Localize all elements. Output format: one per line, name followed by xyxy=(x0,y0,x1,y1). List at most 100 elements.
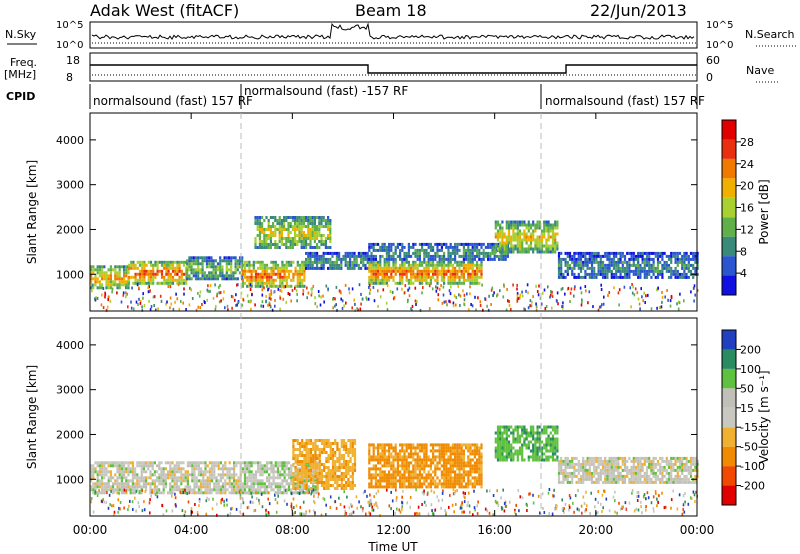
heatmap-cell xyxy=(225,259,228,263)
heatmap-cell xyxy=(473,476,476,480)
heatmap-cell xyxy=(637,266,640,270)
heatmap-cell xyxy=(414,278,417,282)
heatmap-cell xyxy=(287,237,290,240)
heatmap-cell xyxy=(338,254,341,258)
heatmap-cell xyxy=(340,463,343,466)
heatmap-cell xyxy=(626,251,629,255)
heatmap-cell xyxy=(243,485,247,489)
heatmap-cell xyxy=(476,446,479,450)
heatmap-cell xyxy=(676,272,679,276)
heatmap-cell xyxy=(185,281,188,285)
freq-trace xyxy=(90,64,697,74)
heatmap-cell xyxy=(270,476,273,480)
heatmap-cell xyxy=(545,247,548,251)
heatmap-cell xyxy=(581,300,583,304)
heatmap-cell xyxy=(425,458,428,462)
heatmap-cell xyxy=(447,443,450,447)
heatmap-cell xyxy=(294,243,297,246)
heatmap-cell xyxy=(661,272,664,276)
heatmap-cell xyxy=(239,470,242,474)
heatmap-cell xyxy=(416,300,418,304)
heatmap-cell xyxy=(118,461,121,465)
heatmap-cell xyxy=(116,491,119,495)
heatmap-cell xyxy=(290,269,293,273)
heatmap-cell xyxy=(436,464,439,468)
heatmap-cell xyxy=(429,458,432,462)
heatmap-cell xyxy=(427,269,430,273)
heatmap-cell xyxy=(432,263,435,267)
heatmap-cell xyxy=(309,260,312,264)
heatmap-cell xyxy=(516,452,519,456)
heatmap-cell xyxy=(246,269,249,273)
heatmap-cell xyxy=(440,275,443,279)
heatmap-cell xyxy=(298,460,302,463)
heatmap-cell xyxy=(114,488,117,492)
heatmap-cell xyxy=(501,226,504,230)
heatmap-cell xyxy=(134,488,137,492)
heatmap-cell xyxy=(202,479,205,483)
heatmap-cell xyxy=(579,260,583,264)
heatmap-cell xyxy=(224,485,227,489)
heatmap-cell xyxy=(421,248,424,252)
heatmap-region xyxy=(368,443,483,489)
heatmap-cell xyxy=(309,463,313,466)
heatmap-cell xyxy=(494,235,497,239)
heatmap-cell xyxy=(201,262,204,266)
heatmap-cell xyxy=(180,278,183,282)
heatmap-cell xyxy=(694,251,697,255)
heatmap-cell xyxy=(370,254,373,258)
heatmap-cell xyxy=(613,286,615,290)
heatmap-cell xyxy=(476,278,479,282)
heatmap-cell xyxy=(427,482,430,486)
heatmap-cell xyxy=(125,274,128,278)
heatmap-cell xyxy=(298,463,302,466)
heatmap-cell xyxy=(261,263,264,267)
heatmap-cell xyxy=(118,485,121,489)
heatmap-cell xyxy=(571,272,574,276)
heatmap-cell xyxy=(529,425,533,429)
heatmap-cell xyxy=(338,469,341,472)
heatmap-cell xyxy=(194,268,198,272)
heatmap-cell xyxy=(523,428,526,432)
heatmap-cell xyxy=(374,281,377,285)
heatmap-cell xyxy=(316,448,319,451)
heatmap-cell xyxy=(480,467,483,471)
heatmap-cell xyxy=(279,272,282,276)
heatmap-cell xyxy=(131,473,134,477)
heatmap-cell xyxy=(593,257,596,261)
heatmap-cell xyxy=(525,443,528,447)
heatmap-cell xyxy=(543,226,546,230)
heatmap-cell xyxy=(353,257,356,261)
heatmap-cell xyxy=(469,464,472,468)
heatmap-cell xyxy=(672,254,675,258)
heatmap-cell xyxy=(243,272,247,276)
heatmap-cell xyxy=(407,288,409,292)
heatmap-cell xyxy=(385,263,388,267)
heatmap-cell xyxy=(571,260,574,264)
heatmap-cell xyxy=(467,473,470,477)
heatmap-cell xyxy=(332,306,334,310)
heatmap-cell xyxy=(437,298,440,302)
heatmap-cell xyxy=(204,485,207,489)
heatmap-cell xyxy=(265,476,269,480)
heatmap-cell xyxy=(351,481,354,484)
heatmap-cell xyxy=(529,232,533,236)
heatmap-cell xyxy=(403,263,406,267)
heatmap-cell xyxy=(258,222,261,225)
heatmap-cell xyxy=(427,251,430,255)
heatmap-cell xyxy=(105,482,108,486)
heatmap-cell xyxy=(116,470,119,474)
heatmap-cell xyxy=(123,271,126,275)
heatmap-cell xyxy=(445,464,448,468)
heatmap-cell xyxy=(569,291,572,295)
heatmap-cell xyxy=(316,461,319,465)
heatmap-cell xyxy=(672,272,675,276)
heatmap-cell xyxy=(327,266,330,270)
heatmap-cell xyxy=(597,272,600,276)
heatmap-cell xyxy=(514,232,517,236)
heatmap-cell xyxy=(429,467,432,471)
heatmap-cell xyxy=(327,287,329,291)
heatmap-cell xyxy=(610,263,613,267)
heatmap-cell xyxy=(345,472,348,475)
heatmap-cell xyxy=(213,488,216,492)
